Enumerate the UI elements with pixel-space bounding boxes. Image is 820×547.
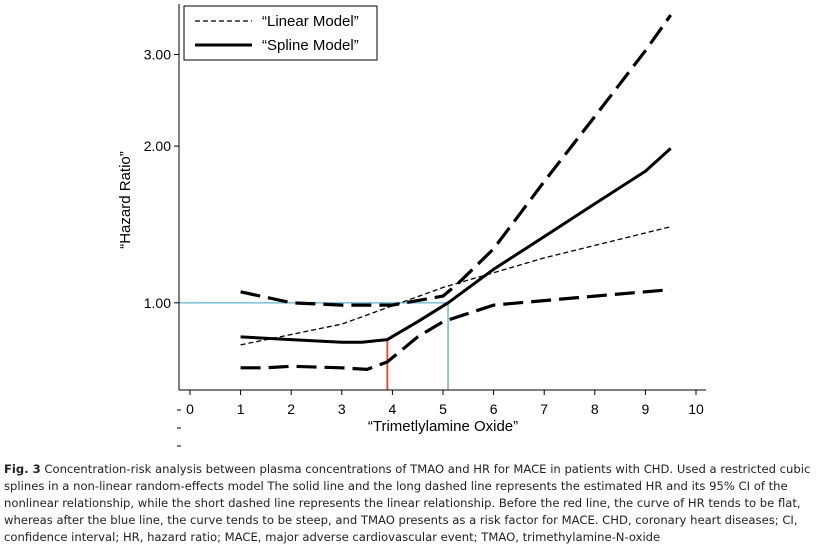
y-tick-label: 3.00 [144, 46, 171, 62]
y-tick-label: 2.00 [144, 138, 171, 154]
x-tick-label: 7 [540, 401, 548, 417]
x-tick-label: 4 [389, 401, 397, 417]
legend-linear-label: “Linear Model” [262, 13, 359, 30]
upper-ci-line [240, 14, 673, 307]
caption-text: Concentration-risk analysis between plas… [4, 462, 811, 544]
x-tick-label: 8 [591, 401, 599, 417]
lower-ci-line [240, 288, 671, 371]
spline-model-line [240, 147, 672, 344]
x-tick-label: 0 [186, 401, 194, 417]
legend: “Linear Model” “Spline Model” [183, 5, 378, 61]
tick-labels: 0 1 2 3 4 5 6 7 8 9 10 1.00 2.00 3.00 [144, 46, 704, 447]
x-tick-label: 5 [439, 401, 447, 417]
x-tick-label: 9 [642, 401, 650, 417]
legend-spline-label: “Spline Model” [262, 37, 359, 54]
y-tick-label: 1.00 [144, 295, 171, 311]
axes [178, 4, 706, 391]
hazard-ratio-chart: 0 1 2 3 4 5 6 7 8 9 10 1.00 2.00 3.00 “Trimetlylamine… [117, 4, 706, 447]
y-axis-label: “Hazard Ratio” [117, 151, 134, 249]
linear-model-line [240, 226, 671, 346]
x-tick-label: 6 [490, 401, 498, 417]
x-tick-label: 3 [338, 401, 346, 417]
x-tick-label: 2 [287, 401, 295, 417]
figure-caption: Fig. 3 Concentration-risk analysis betwe… [4, 461, 816, 546]
series-lines [240, 14, 673, 371]
legend-box [183, 5, 378, 61]
figure-label: Fig. 3 [4, 462, 41, 476]
x-tick-label: 1 [237, 401, 245, 417]
x-tick-label: 10 [688, 401, 704, 417]
x-axis-label: “Trimetlylamine Oxide” [368, 418, 518, 435]
